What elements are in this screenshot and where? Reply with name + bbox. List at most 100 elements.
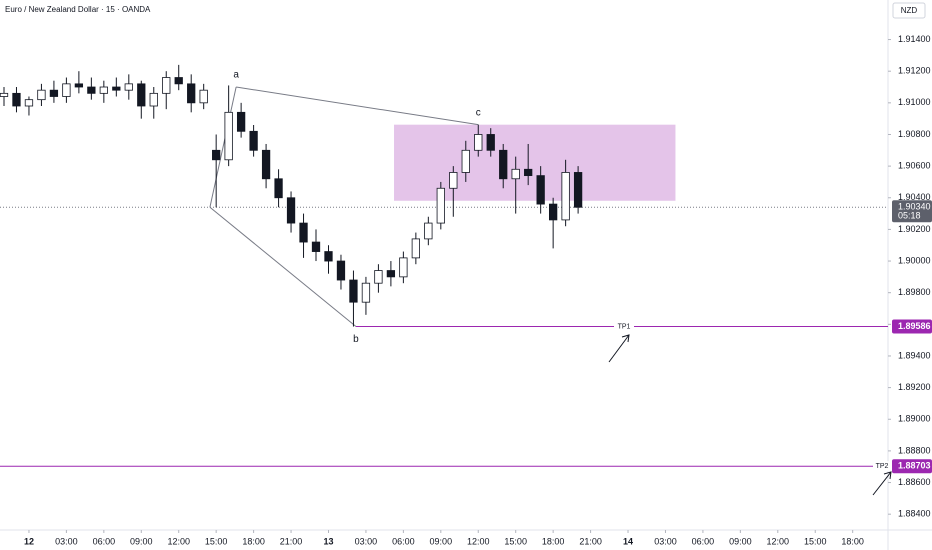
candle-body bbox=[236, 111, 246, 132]
x-tick-label: 12:00 bbox=[767, 536, 790, 546]
candle-body bbox=[224, 111, 233, 161]
y-tick-label: 1.90200 bbox=[898, 224, 931, 234]
x-tick-label: 06:00 bbox=[93, 536, 116, 546]
y-tick-label: 1.88600 bbox=[898, 477, 931, 487]
candles bbox=[0, 64, 583, 327]
candle-body bbox=[49, 89, 59, 97]
candle-body bbox=[499, 149, 508, 180]
y-tick-label: 1.89400 bbox=[898, 350, 931, 360]
candle-body bbox=[162, 77, 171, 94]
candle-body bbox=[336, 260, 346, 281]
y-tick-label: 1.88800 bbox=[898, 445, 931, 455]
candle-body bbox=[12, 92, 21, 107]
y-tick-label: 1.89800 bbox=[898, 287, 931, 297]
candle-body bbox=[299, 222, 308, 243]
candle-body bbox=[249, 130, 258, 151]
candle-body bbox=[411, 238, 421, 259]
level-price-box bbox=[892, 459, 932, 474]
target-zone bbox=[394, 124, 676, 201]
candle-body bbox=[449, 172, 458, 189]
currency-box[interactable] bbox=[892, 2, 926, 19]
candle-body bbox=[24, 99, 34, 107]
axes: 1.91400 1.91200 1.91000 1.90800 1.90600 1.904… bbox=[24, 34, 932, 546]
x-tick-label: 09:00 bbox=[729, 536, 752, 546]
x-tick-label: 06:00 bbox=[392, 536, 415, 546]
pattern-label: a bbox=[233, 70, 239, 81]
current-price-box bbox=[892, 200, 932, 223]
countdown-label: 05:18 bbox=[898, 211, 921, 221]
pattern-line bbox=[236, 86, 479, 126]
candle-body bbox=[486, 134, 495, 151]
candle-body bbox=[112, 86, 121, 91]
candle-body bbox=[399, 257, 408, 278]
candle-body bbox=[548, 203, 558, 221]
x-tick-label: 12:00 bbox=[167, 536, 190, 546]
candle-body bbox=[137, 83, 146, 107]
x-tick-label: 15:00 bbox=[504, 536, 527, 546]
candle-body bbox=[474, 134, 483, 151]
arrow-tp2-head bbox=[883, 471, 892, 480]
drawing-layer: a b c TP1 TP2 bbox=[0, 70, 891, 472]
arrow-tp1-head bbox=[621, 334, 630, 343]
x-tick-label: 12:00 bbox=[467, 536, 490, 546]
x-tick-label: 03:00 bbox=[55, 536, 78, 546]
candle-body bbox=[424, 222, 433, 240]
candle-body bbox=[286, 197, 296, 224]
arrow-tp1 bbox=[608, 334, 630, 363]
x-tick-label: 21:00 bbox=[280, 536, 303, 546]
pattern-line bbox=[209, 206, 357, 327]
arrow-tp2 bbox=[872, 471, 892, 496]
currency-label: NZD bbox=[901, 6, 918, 15]
x-tick-label: 18:00 bbox=[542, 536, 565, 546]
candle-body bbox=[536, 175, 545, 205]
x-tick-label: 18:00 bbox=[841, 536, 864, 546]
arrows bbox=[608, 334, 892, 496]
x-tick-label: 15:00 bbox=[205, 536, 228, 546]
x-tick-label: 21:00 bbox=[579, 536, 602, 546]
level-name: TP2 bbox=[876, 463, 889, 470]
candle-body bbox=[349, 279, 358, 303]
candle-body bbox=[461, 149, 470, 173]
candle-body bbox=[524, 168, 533, 177]
level-name-bg bbox=[614, 321, 634, 332]
zone-layer bbox=[394, 124, 676, 201]
pattern-label: b bbox=[353, 334, 359, 345]
candle-body bbox=[74, 83, 84, 88]
candle-body bbox=[149, 92, 158, 107]
pattern-line bbox=[209, 86, 237, 208]
candle-body bbox=[187, 83, 196, 104]
x-tick-label: 15:00 bbox=[804, 536, 827, 546]
y-tick-label: 1.89200 bbox=[898, 382, 931, 392]
chart-title: Euro / New Zealand Dollar · 15 · OANDA bbox=[5, 5, 151, 14]
y-tick-label: 1.90400 bbox=[898, 192, 931, 202]
candle-body bbox=[324, 251, 333, 262]
y-tick-label: 1.91400 bbox=[898, 34, 931, 44]
candle-body bbox=[573, 172, 583, 208]
candle-body bbox=[311, 241, 321, 252]
x-tick-label: 09:00 bbox=[130, 536, 153, 546]
x-tick-label: 03:00 bbox=[654, 536, 677, 546]
candle-body bbox=[212, 149, 221, 161]
y-tick-label: 1.90000 bbox=[898, 255, 931, 265]
level-price-label: 1.88703 bbox=[898, 461, 931, 471]
candle-body bbox=[37, 89, 46, 101]
x-tick-label: 13 bbox=[323, 536, 333, 546]
candle-body bbox=[361, 282, 371, 303]
candle-body bbox=[199, 89, 208, 104]
level-price-label: 1.89586 bbox=[898, 321, 931, 331]
pattern-label: c bbox=[476, 107, 481, 118]
candle-body bbox=[436, 187, 445, 224]
y-tick-label: 1.91000 bbox=[898, 97, 931, 107]
candle-body bbox=[0, 92, 9, 97]
candle-body bbox=[87, 86, 96, 94]
level-price-box bbox=[892, 319, 932, 334]
level-name-bg bbox=[873, 461, 891, 472]
y-tick-label: 1.90600 bbox=[898, 160, 931, 170]
candle-body bbox=[124, 83, 133, 91]
candle-body bbox=[374, 270, 383, 284]
candle-body bbox=[386, 270, 396, 278]
candle-body bbox=[174, 77, 183, 85]
candle-body bbox=[62, 83, 71, 97]
